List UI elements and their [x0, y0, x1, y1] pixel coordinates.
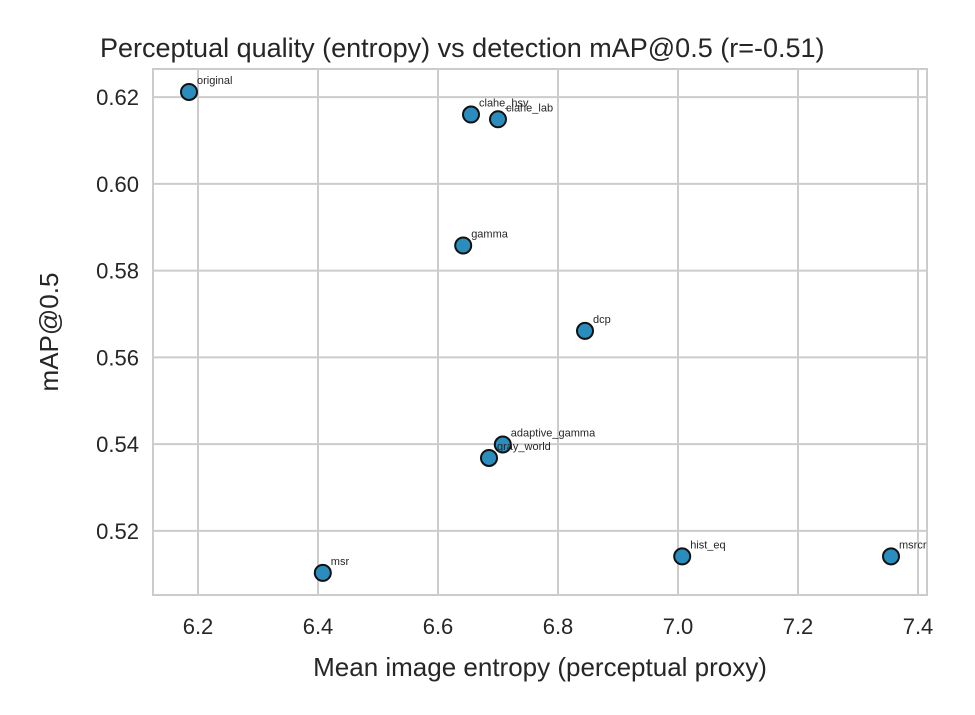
data-point — [493, 435, 512, 454]
point-label: gamma — [471, 228, 509, 240]
plot-frame — [152, 68, 928, 596]
x-tick-label: 6.4 — [303, 614, 334, 639]
data-point — [454, 236, 473, 255]
x-tick-label: 7.0 — [663, 614, 694, 639]
data-point — [673, 547, 692, 566]
x-axis-label: Mean image entropy (perceptual proxy) — [313, 652, 767, 682]
data-point — [180, 82, 198, 101]
data-point — [462, 105, 480, 124]
data-point — [313, 563, 332, 582]
data-point — [882, 547, 900, 566]
grid-lines — [153, 69, 927, 595]
point-label: gray_world — [497, 441, 551, 453]
y-tick-label: 0.56 — [96, 345, 139, 370]
point-label: clahe_lab — [506, 102, 553, 114]
y-axis-label: mAP@0.5 — [34, 273, 64, 392]
point-label: msrcr — [899, 539, 927, 551]
data-point — [489, 110, 507, 129]
x-tick-label: 7.2 — [783, 614, 814, 639]
data-point — [576, 321, 594, 340]
point-label: clahe_hsv — [479, 98, 529, 110]
point-label: adaptive_gamma — [511, 428, 596, 440]
y-tick-label: 0.62 — [96, 85, 139, 110]
chart-title: Perceptual quality (entropy) vs detectio… — [100, 33, 825, 63]
y-tick-label: 0.58 — [96, 259, 139, 284]
x-tick-label: 6.8 — [543, 614, 574, 639]
point-label: msr — [331, 556, 350, 568]
x-tick-label: 7.4 — [903, 614, 934, 639]
x-tick-label: 6.6 — [423, 614, 454, 639]
tick-labels: 6.2 6.4 6.6 6.8 7.0 7.2 7.4 0.52 0.54 0.56 0.58 0.6… — [96, 85, 933, 639]
y-tick-label: 0.60 — [96, 172, 139, 197]
data-point — [480, 448, 498, 467]
point-label: original — [197, 75, 232, 87]
point-label: dcp — [593, 314, 611, 326]
x-tick-label: 6.2 — [183, 614, 214, 639]
point-label: hist_eq — [690, 539, 725, 551]
y-tick-label: 0.54 — [96, 432, 139, 457]
y-tick-label: 0.52 — [96, 519, 139, 544]
data-points — [180, 82, 900, 582]
